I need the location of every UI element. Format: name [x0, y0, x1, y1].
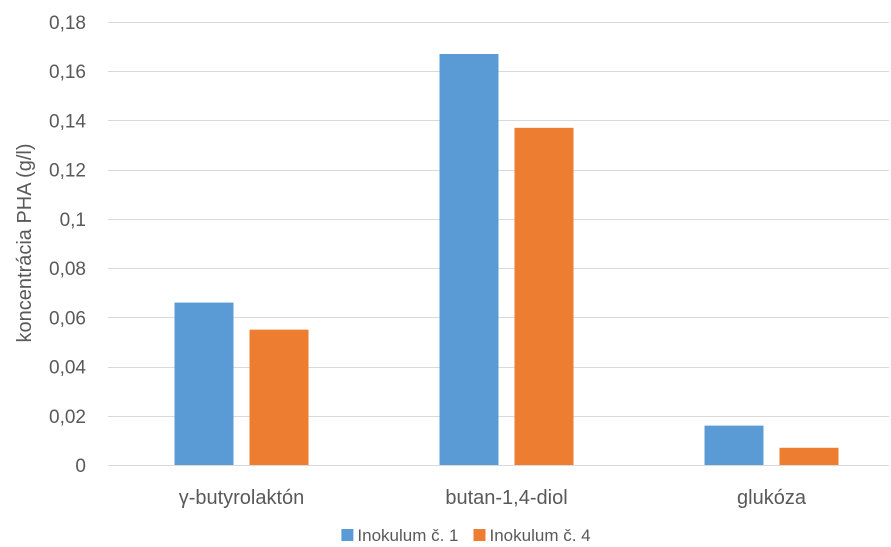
bar-series-1-category-3: [704, 425, 764, 465]
x-axis-categories: γ-butyrolaktón butan-1,4-diol glukóza: [179, 487, 807, 509]
legend-item-1: Inokulum č. 1: [341, 526, 459, 545]
y-tick-label: 0,14: [49, 111, 86, 132]
legend-item-2: Inokulum č. 4: [473, 526, 591, 545]
legend-swatch: [341, 529, 354, 541]
y-tick-label: 0,1: [60, 210, 86, 231]
bar-series-2-category-1: [249, 329, 309, 465]
x-category-label: glukóza: [737, 487, 807, 509]
y-tick-label: 0,04: [49, 358, 86, 379]
legend-label: Inokulum č. 4: [490, 526, 591, 545]
x-category-label: butan-1,4-diol: [445, 487, 567, 509]
y-tick-label: 0,12: [49, 161, 86, 182]
bar-series-2-category-2: [514, 127, 574, 466]
y-tick-label: 0,08: [49, 259, 86, 280]
bars: [174, 53, 839, 466]
bar-series-1-category-1: [174, 302, 234, 465]
legend-swatch: [473, 529, 486, 541]
legend-label: Inokulum č. 1: [357, 526, 458, 545]
y-tick-label: 0,16: [49, 62, 86, 83]
y-tick-label: 0,18: [49, 13, 86, 34]
y-tick-label: 0,06: [49, 308, 86, 329]
y-axis-ticks: 0 0,02 0,04 0,06 0,08 0,1 0,12 0,14 0,16 0,18: [49, 13, 86, 477]
y-tick-label: 0: [75, 456, 86, 477]
legend: Inokulum č. 1 Inokulum č. 4: [341, 526, 591, 545]
y-axis-title: koncentrácia PHA (g/l): [14, 144, 36, 343]
bar-series-2-category-3: [779, 447, 839, 465]
y-tick-label: 0,02: [49, 407, 86, 428]
bar-series-1-category-2: [439, 53, 499, 465]
x-category-label: γ-butyrolaktón: [179, 487, 305, 509]
